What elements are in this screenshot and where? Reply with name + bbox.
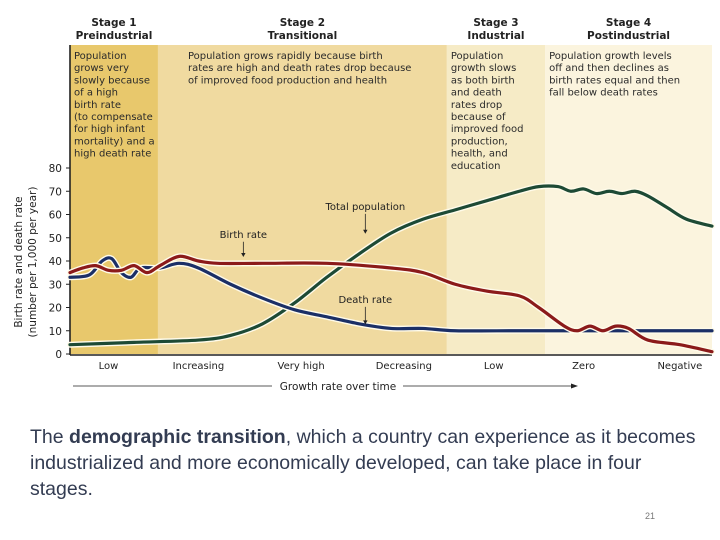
stage-2-description-line: rates are high and death rates drop beca… (188, 63, 412, 74)
stage-4-description-line: off and then declines as (549, 63, 669, 74)
stage-1-description-line: (to compensate (74, 112, 153, 123)
stage-1-description-line: birth rate (74, 100, 121, 111)
y-tick-label: 40 (49, 256, 62, 268)
stage-3-description-line: health, and (451, 149, 508, 160)
stage-4-description-line: fall below death rates (549, 88, 658, 99)
x-axis-label-text: Growth rate over time (280, 381, 396, 393)
stage-regions (70, 45, 712, 354)
stage-1-description-line: for high infant (74, 124, 145, 135)
total-population-arrow-icon (363, 229, 368, 234)
stage-1-subtitle: Preindustrial (76, 30, 153, 42)
stage-1-description-line: slowly because (74, 75, 150, 86)
x-category-label: Low (484, 361, 504, 372)
stage-3-subtitle: Industrial (467, 30, 524, 42)
stage-3-description-line: and death (451, 88, 502, 99)
stage-2-subtitle: Transitional (268, 30, 338, 42)
stage-3-description-line: Population (451, 51, 504, 62)
annotations: Birth rate Total population Death rate (220, 202, 405, 325)
x-category-label: Decreasing (376, 361, 432, 372)
stage-4-description-line: birth rates equal and then (549, 75, 680, 86)
stage-1-region (70, 45, 158, 354)
stage-4-subtitle: Postindustrial (587, 30, 670, 42)
birth-rate-line (68, 254, 714, 354)
stage-1-description-line: high death rate (74, 149, 151, 160)
y-tick-label: 70 (49, 186, 62, 198)
y-tick-label: 30 (49, 279, 62, 291)
series-lines (67, 183, 715, 355)
x-axis-arrowhead-icon (571, 383, 578, 389)
stage-3-description-line: rates drop (451, 100, 502, 111)
stage-1-description-line: grows very (74, 63, 129, 74)
death-rate-arrow-icon (363, 320, 368, 325)
stage-4-region (545, 45, 712, 354)
y-tick-label: 0 (55, 349, 62, 361)
stage-3-description-line: education (451, 161, 501, 172)
y-axis-label-line2: (number per 1,000 per year) (27, 187, 39, 338)
stage-3-description-line: because of (451, 112, 506, 123)
stage-1-title: Stage 1 (91, 17, 136, 29)
birth-rate-annotation: Birth rate (220, 230, 268, 241)
slide-number: 21 (645, 511, 656, 521)
x-category-label: Low (99, 361, 119, 372)
stage-3-description-line: growth slows (451, 63, 516, 74)
x-category-label: Increasing (173, 361, 225, 372)
y-tick-label: 20 (49, 303, 62, 315)
stage-2-region (157, 45, 447, 354)
death-rate-line (68, 256, 714, 333)
birth-rate-arrow-icon (241, 253, 246, 257)
stage-4-description-line: Population growth levels (549, 51, 672, 62)
total-population-line (68, 184, 714, 347)
stage-2-title: Stage 2 (280, 17, 325, 29)
stage-1-description-line: Population (74, 51, 127, 62)
x-category-label: Very high (278, 361, 325, 372)
slide-caption: The demographic transition, which a coun… (30, 424, 700, 502)
x-axis-label: Growth rate over time (73, 381, 578, 393)
stage-3-description-line: as both birth (451, 75, 515, 86)
y-axis-label-line1: Birth rate and death rate (13, 196, 25, 327)
axes: 0 10 20 30 40 50 60 70 80 (49, 45, 712, 361)
stage-4-title: Stage 4 (606, 17, 651, 29)
y-tick-label: 60 (49, 210, 62, 222)
stage-2-description-line: Population grows rapidly because birth (188, 51, 383, 62)
x-categories: Low Increasing Very high Decreasing Low Zero N… (99, 361, 703, 372)
stage-3-description-line: improved food (451, 124, 524, 135)
stage-3-description-line: production, (451, 136, 508, 147)
caption-bold-term: demographic transition (69, 426, 286, 448)
x-category-label: Zero (572, 361, 595, 372)
stage-3-title: Stage 3 (473, 17, 518, 29)
death-rate-annotation: Death rate (338, 295, 392, 306)
caption-suffix: , which a country can experience as it b… (30, 426, 696, 500)
y-tick-label: 80 (49, 163, 62, 175)
stage-1-description-line: mortality) and a (74, 136, 155, 147)
x-category-label: Negative (657, 361, 702, 372)
y-tick-label: 50 (49, 233, 62, 245)
y-tick-label: 10 (49, 326, 62, 338)
y-axis-label: Birth rate and death rate (number per 1,… (13, 187, 39, 338)
total-population-annotation: Total population (324, 202, 405, 213)
stage-2-description-line: of improved food production and health (188, 75, 387, 86)
caption-prefix: The (30, 426, 70, 448)
stage-1-description-line: of a high (74, 88, 118, 99)
